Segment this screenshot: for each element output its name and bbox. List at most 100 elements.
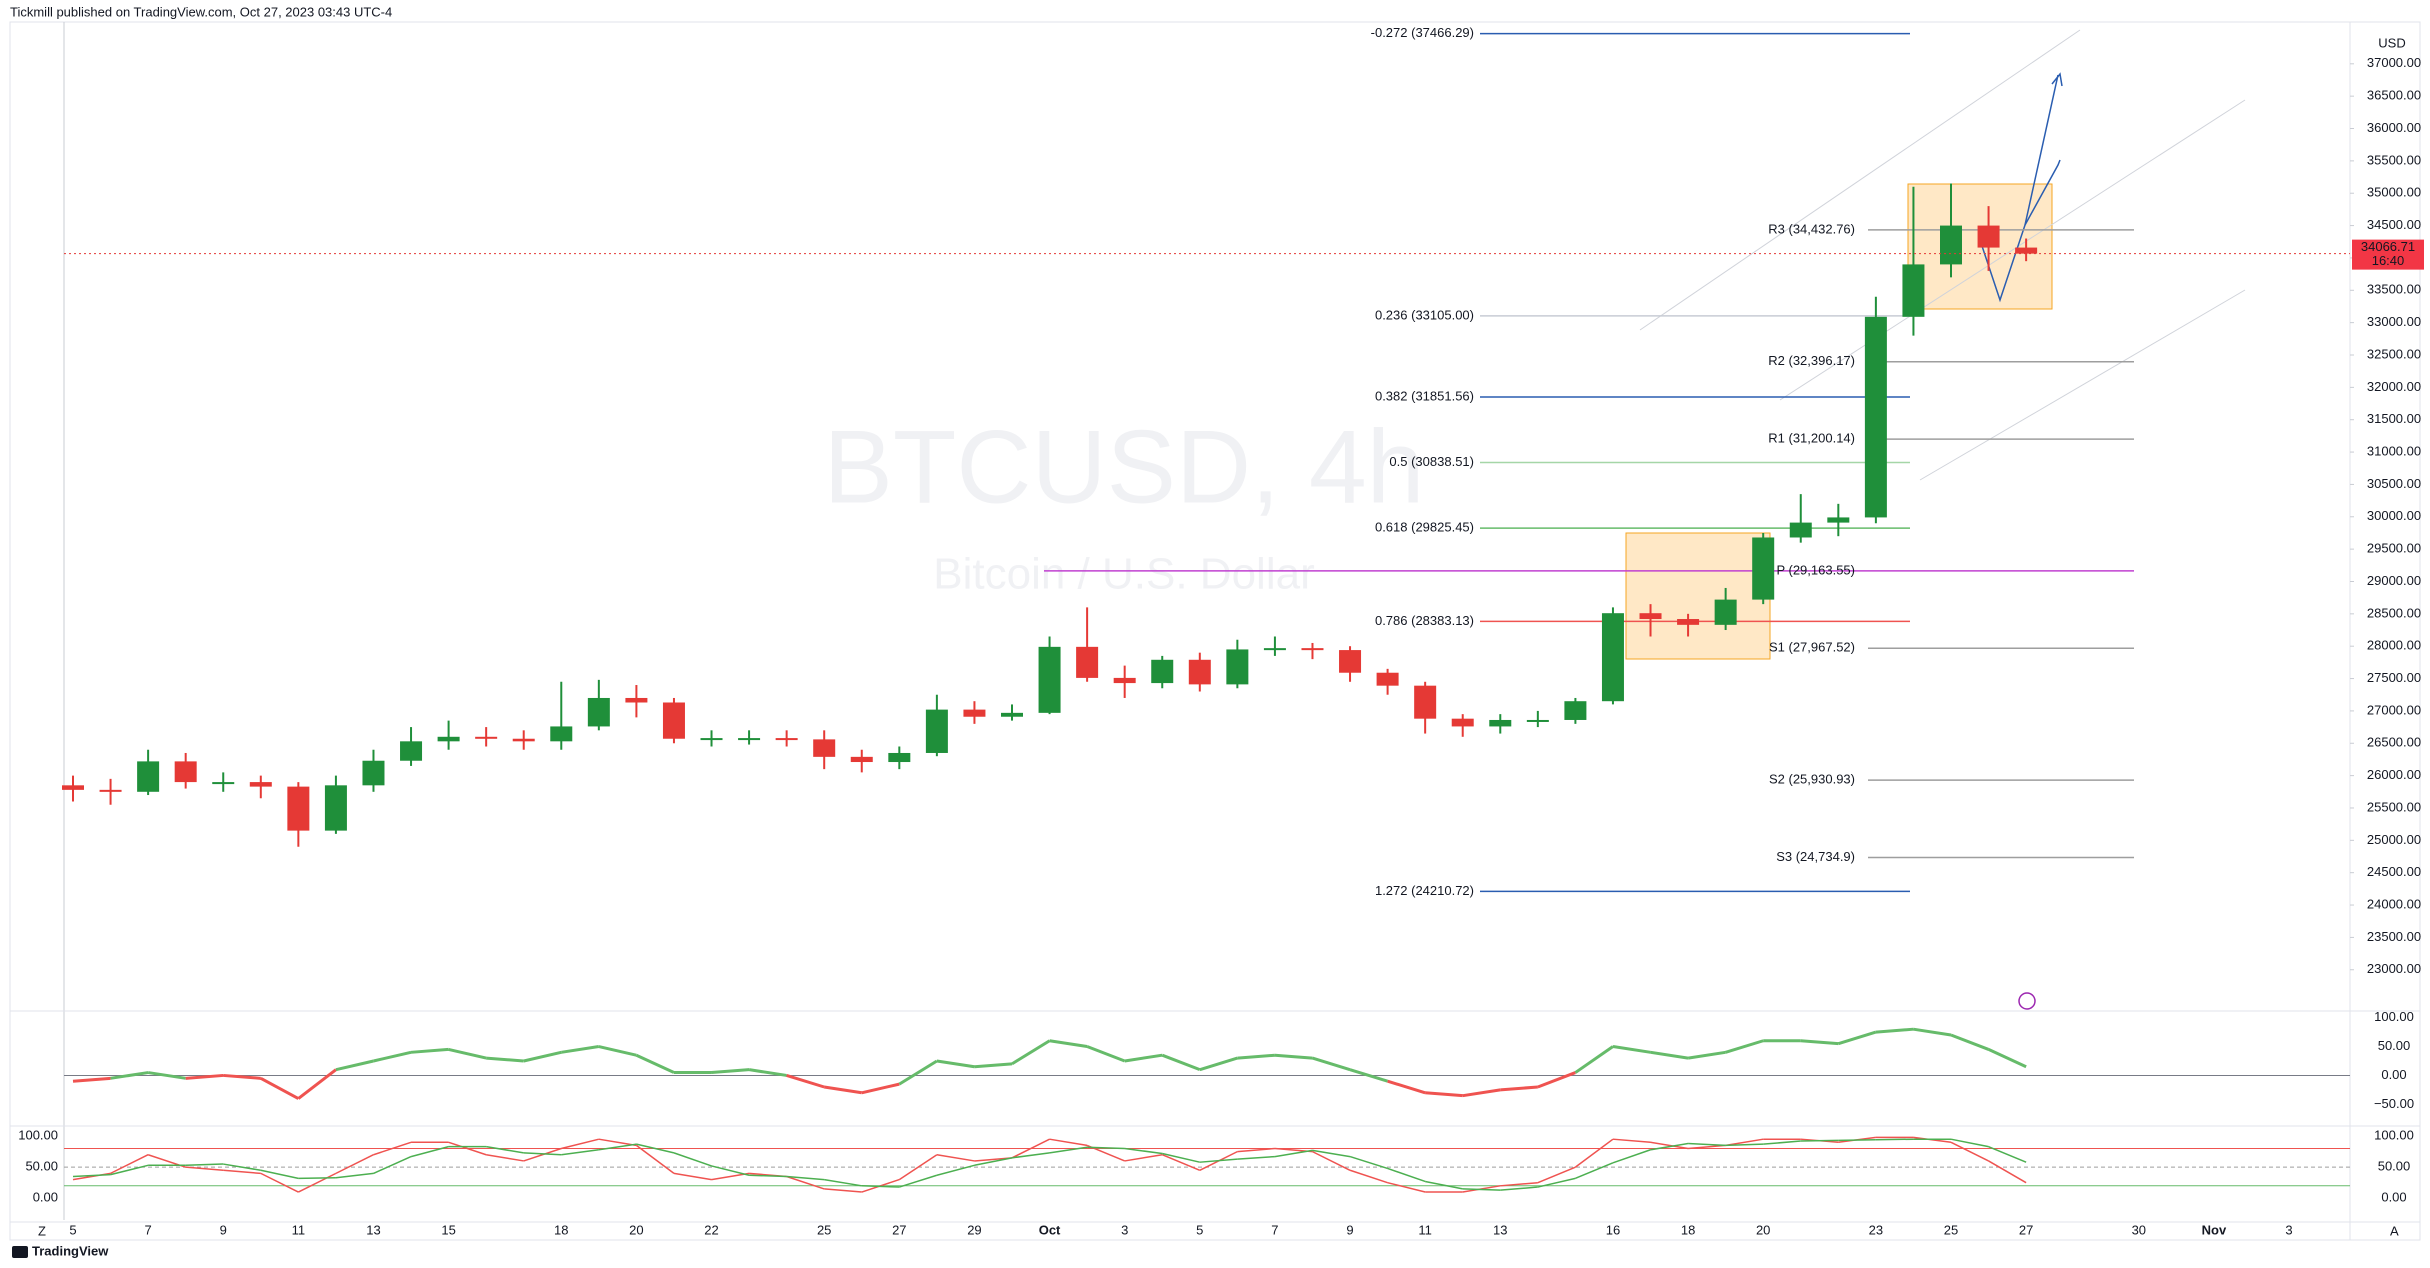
- candle-body: [1714, 599, 1737, 625]
- candle-body: [1940, 225, 1962, 265]
- fib-label: -0.272 (37466.29): [1371, 25, 1474, 40]
- candle-body: [1564, 701, 1587, 720]
- alert-icon[interactable]: [2018, 992, 2036, 1010]
- oscillator-segment: [72, 1173, 111, 1178]
- y-tick-label: 100.00: [2374, 1128, 2414, 1143]
- y-tick-label: 31500.00: [2367, 411, 2421, 426]
- candle-body: [587, 697, 610, 727]
- oscillator-segment: [1612, 1149, 1651, 1164]
- oscillator-segment: [523, 1050, 562, 1063]
- oscillator-segment: [1688, 1142, 1726, 1147]
- oscillator-segment: [1011, 1039, 1051, 1066]
- oscillator-segment: [1988, 1145, 2027, 1163]
- candle-body: [1601, 613, 1624, 702]
- y-tick-label: 35500.00: [2367, 152, 2421, 167]
- x-tick-label: 18: [554, 1222, 568, 1237]
- candle-body: [1414, 685, 1437, 719]
- oscillator-segment: [635, 1144, 675, 1174]
- candle-body: [738, 738, 761, 741]
- oscillator-segment: [1537, 1166, 1576, 1184]
- oscillator-segment: [1049, 1039, 1088, 1049]
- y-tick-label: 34500.00: [2367, 217, 2421, 232]
- corner-label[interactable]: Z: [38, 1223, 46, 1238]
- x-tick-label: 11: [1418, 1222, 1432, 1237]
- oscillator-segment: [373, 1155, 412, 1175]
- x-tick-label: 7: [145, 1222, 152, 1237]
- oscillator-segment: [598, 1143, 637, 1151]
- corner-label[interactable]: A: [2390, 1223, 2399, 1238]
- x-tick-label: 3: [2285, 1222, 2292, 1237]
- candle-body: [1489, 719, 1512, 727]
- oscillator-segment: [1950, 1141, 1989, 1162]
- oscillator-segment: [936, 1059, 975, 1069]
- candle-body: [813, 739, 836, 757]
- oscillator-segment: [260, 1077, 300, 1100]
- candle-body: [1339, 650, 1362, 673]
- y-tick-label: 27000.00: [2367, 702, 2421, 717]
- oscillator-segment: [1274, 1053, 1313, 1060]
- candle-body: [550, 726, 573, 742]
- footer: TradingView: [32, 1243, 109, 1258]
- candle-body: [662, 702, 685, 739]
- oscillator-segment: [974, 1062, 1013, 1069]
- oscillator-segment: [786, 1175, 825, 1190]
- channel-line: [1779, 99, 2246, 401]
- oscillator-segment: [1387, 1181, 1426, 1193]
- oscillator-segment: [636, 1143, 675, 1154]
- oscillator-segment: [1199, 1056, 1238, 1072]
- candle-body: [249, 782, 272, 787]
- candle-body: [212, 782, 235, 785]
- oscillator-segment: [223, 1163, 261, 1172]
- x-tick-label: 25: [1944, 1222, 1958, 1237]
- candle-body: [1263, 648, 1286, 651]
- oscillator-segment: [748, 1068, 787, 1077]
- x-tick-label: 23: [1869, 1222, 1883, 1237]
- candle-body: [512, 738, 535, 742]
- oscillator-segment: [410, 1145, 449, 1158]
- x-tick-label: 18: [1681, 1222, 1695, 1237]
- logo: [12, 1246, 28, 1258]
- watermark-subtitle: Bitcoin / U.S. Dollar: [933, 550, 1314, 599]
- oscillator-segment: [1011, 1152, 1050, 1159]
- y-tick-label: 0.00: [2381, 1067, 2406, 1082]
- oscillator-segment: [1462, 1088, 1501, 1098]
- candle-body: [62, 785, 84, 790]
- x-tick-label: 15: [441, 1222, 455, 1237]
- pivot-label: R3 (34,432.76): [1768, 221, 1855, 236]
- candle-body: [99, 789, 122, 792]
- candle-body: [1677, 619, 1700, 625]
- oscillator-segment: [598, 1045, 637, 1057]
- y-tick-label: 32000.00: [2367, 379, 2421, 394]
- oscillator-segment: [298, 1176, 336, 1180]
- y-tick-label: 23000.00: [2367, 961, 2421, 976]
- oscillator-segment: [1574, 1138, 1614, 1168]
- oscillator-segment: [1011, 1138, 1050, 1159]
- candle-body: [1376, 672, 1399, 686]
- candle-body: [1864, 316, 1887, 518]
- candle-body: [362, 760, 385, 786]
- oscillator-segment: [861, 1082, 900, 1095]
- y-tick-label: 50.00: [25, 1159, 58, 1174]
- candle-body: [1113, 677, 1136, 684]
- oscillator-segment: [1161, 1053, 1201, 1072]
- oscillator-segment: [185, 1163, 224, 1167]
- oscillator-segment: [898, 1154, 938, 1181]
- last-price-box: [2352, 239, 2424, 270]
- oscillator-segment: [974, 1157, 1013, 1167]
- y-tick-label: 27500.00: [2367, 670, 2421, 685]
- oscillator-segment: [1312, 1149, 1351, 1158]
- y-tick-label: 36500.00: [2367, 88, 2421, 103]
- oscillator-segment: [1312, 1150, 1351, 1171]
- oscillator-segment: [1950, 1138, 1989, 1148]
- candle-body: [1639, 613, 1662, 620]
- y-tick-label: 24500.00: [2367, 864, 2421, 879]
- fib-label: 0.618 (29825.45): [1375, 520, 1474, 535]
- y-tick-label: 0.00: [33, 1190, 58, 1205]
- candle-body: [437, 736, 460, 742]
- y-tick-label: 50.00: [2378, 1159, 2411, 1174]
- oscillator-segment: [260, 1172, 299, 1193]
- oscillator-segment: [410, 1047, 449, 1054]
- oscillator-segment: [486, 1153, 524, 1162]
